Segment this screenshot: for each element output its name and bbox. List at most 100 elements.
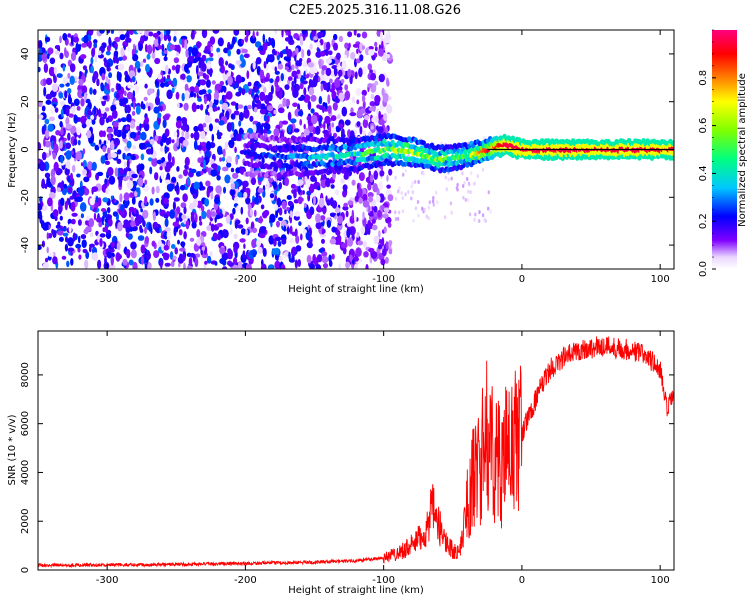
spectrogram-cell [180,125,188,131]
spectrogram-cell [39,161,46,172]
spectrogram-cell [87,40,92,49]
spectrogram-cell [137,177,144,188]
spectrogram-cell [129,226,133,232]
spectrogram-cell [331,226,337,233]
spectrogram-cell [468,212,472,217]
spectrogram-cell [60,100,65,106]
spectrogram-x-label: Height of straight line (km) [288,284,424,295]
spectrogram-cell [285,56,292,62]
spectrogram-cell [284,251,289,256]
spectrogram-cell [127,47,131,52]
spectrogram-cell [329,197,334,207]
spectrogram-cell [367,63,373,71]
spectrogram-cell [226,155,233,163]
spectrogram-cell [209,36,216,45]
spectrogram-cell [317,186,321,191]
spectrogram-cell [149,138,155,145]
spectrogram-cell [344,84,349,91]
spectrogram-cell [83,187,90,196]
spectrogram-cell [278,107,285,114]
spectrogram-cell [455,186,459,191]
spectrogram-cell [360,225,366,235]
spectrogram-cell [75,42,82,52]
spectrogram-cell [124,70,128,77]
spectrogram-cell [144,116,149,125]
spectrogram-cell [131,173,138,179]
snr-x-label: Height of straight line (km) [288,585,424,596]
spectrogram-cell [318,59,322,69]
spectrogram-cell [250,221,255,230]
spectrogram-cell [102,197,109,203]
spectrogram-cell [38,114,44,120]
spectrogram-cell [367,83,373,88]
spectrogram-cell [235,74,242,84]
spectrogram-cell [59,215,63,221]
spectrogram-cell [344,90,351,101]
spectrogram-cell [102,145,107,153]
spectrogram-cell [232,207,236,215]
spectrogram-cell [387,194,394,202]
spectrogram-cell [291,254,295,263]
spectrogram-cell [230,188,235,197]
spectrogram-cell [159,227,162,233]
spectrogram-cell [299,119,303,126]
spectrogram-cell [344,119,351,126]
spectrogram-cell [201,62,207,72]
spectrogram-cell [382,126,386,135]
spectrogram-cell [104,160,110,165]
spectrogram-cell [140,153,145,161]
snr-x-tick-label: -200 [234,575,257,586]
spectrogram-cell [191,47,199,57]
spectrogram-cell [315,222,322,230]
spectrogram-cell [321,238,325,244]
spectrogram-cell [291,70,298,76]
spectrogram-cell [362,45,365,50]
spectrogram-cell [370,72,377,81]
spectrogram-cell [111,109,118,119]
spectrogram-cell [186,265,193,269]
spectrogram-cell [98,108,101,116]
spectrogram-cell [222,266,228,269]
spectrogram-cell [331,253,335,260]
spectrogram-cell [163,254,170,261]
spectrogram-cell [54,215,58,222]
spectrogram-cell [284,30,288,33]
spectrogram-cell [110,30,115,34]
spectrogram-cell [381,87,385,97]
spectrogram-cell [110,195,114,200]
spectrogram-cell [233,30,240,36]
spectrogram-cell [310,94,317,102]
spectrogram-cell [266,105,274,112]
spectrogram-cell [96,216,103,223]
spectrogram-cell [182,139,189,147]
spectrogram-cell [202,72,207,79]
spectrogram-cell [151,240,156,247]
spectrogram-cell [145,63,150,73]
spectrogram-cell [243,243,246,249]
spectrogram-cell [136,125,140,131]
spectrogram-cell [321,69,325,76]
spectrogram-cell [334,189,340,196]
spectrogram-cell [404,168,408,173]
spectrogram-cell [157,45,163,50]
spectrogram-cell [172,255,177,260]
spectrogram-cell [397,210,401,215]
spectrogram-cell [288,251,291,261]
spectrogram-cell [205,79,211,88]
spectrogram-cell [219,247,226,255]
spectrogram-cell [85,119,91,128]
spectrogram-cell [41,53,48,61]
spectrogram-cell [159,166,163,171]
spectrogram-cell [464,197,467,202]
spectrogram-cell [91,47,95,58]
spectrogram-cell [320,178,327,189]
spectrogram-cell [176,181,179,192]
spectrogram-cell [333,33,338,41]
spectrogram-cell [327,81,331,91]
spectrogram-cell [354,214,357,223]
spectrogram-cell [205,180,211,187]
spectrogram-cell [173,226,177,237]
spectrogram-cell [383,207,390,213]
spectrogram-cell [466,198,470,203]
spectrogram-cell [243,53,250,59]
